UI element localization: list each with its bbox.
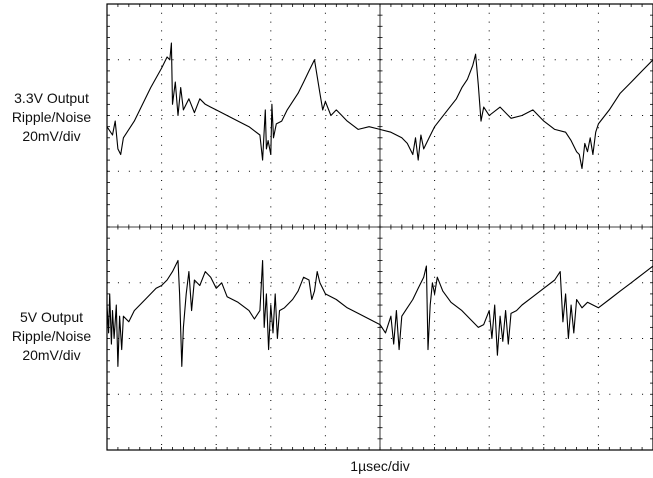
channel-1-label: 3.3V Output Ripple/Noise 20mV/div (0, 89, 103, 146)
plot-frame (106, 3, 653, 451)
trace-channel-2 (106, 259, 653, 367)
channel-2-scale: 20mV/div (22, 347, 81, 363)
traces (106, 42, 653, 367)
channel-2-title: 5V Output (19, 309, 84, 325)
channel-1-title: 3.3V Output (14, 90, 89, 106)
channel-1-scale: 20mV/div (22, 128, 81, 144)
channel-2-label: 5V Output Ripple/Noise 20mV/div (0, 308, 103, 365)
trace-channel-1 (106, 42, 653, 170)
x-scale-label: 1µsec/div (350, 458, 410, 474)
channel-1-subtitle: Ripple/Noise (11, 109, 92, 125)
channel-2-subtitle: Ripple/Noise (11, 328, 92, 344)
graticule (106, 3, 653, 451)
